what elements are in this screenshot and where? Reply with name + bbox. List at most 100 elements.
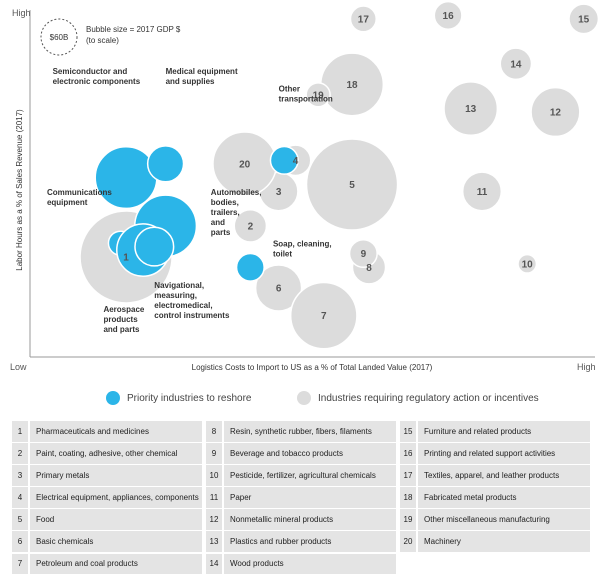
industry-name: Paint, coating, adhesive, other chemical <box>30 443 202 464</box>
industry-row: 2 Paint, coating, adhesive, other chemica… <box>12 443 590 464</box>
industry-number: 15 <box>400 421 418 442</box>
bubble-label-7: 7 <box>321 311 327 322</box>
industry-name: Other miscellaneous manufacturing <box>418 509 590 530</box>
annotation-navigational: Navigational, measuring, electromedical, co… <box>154 281 230 320</box>
industry-row: 7 Petroleum and coal products 14 Wood produ… <box>12 553 590 575</box>
bubble-label-12: 12 <box>550 108 562 119</box>
bubble-label-19: 19 <box>313 90 325 101</box>
industry-name: Petroleum and coal products <box>30 553 202 575</box>
bubble-14 <box>499 47 533 81</box>
bubble-label-4: 4 <box>293 156 299 167</box>
bubble-label-5: 5 <box>349 180 355 191</box>
industry-row: 4 Electrical equipment, appliances, compo… <box>12 487 590 508</box>
bubble-11 <box>461 171 503 212</box>
industry-item-6: 6 Basic chemicals <box>12 531 202 552</box>
industry-number: 8 <box>206 421 224 442</box>
industry-item-14: 14 Wood products <box>206 553 396 575</box>
bubble-label-6: 6 <box>276 284 282 295</box>
size-legend-text-1: Bubble size = 2017 GDP $ <box>86 25 181 34</box>
industry-item-13: 13 Plastics and rubber products <box>206 531 396 552</box>
bubble-5 <box>305 138 399 231</box>
bubble-label-15: 15 <box>578 14 590 25</box>
industry-item-10: 10 Pesticide, fertilizer, agricultural ch… <box>206 465 396 486</box>
bubble-chart: High Low High Logistics Costs to Import … <box>10 0 600 372</box>
x-axis-title: Logistics Costs to Import to US as a % o… <box>192 363 433 372</box>
bubble-9 <box>348 238 378 269</box>
industry-name: Electrical equipment, appliances, compon… <box>30 487 202 508</box>
annotation-other_transport: Other transportation <box>279 84 333 103</box>
industry-number: 12 <box>206 509 224 530</box>
bubble-19 <box>305 82 331 108</box>
industry-number: 20 <box>400 531 418 552</box>
annotation-communications: Communications equipment <box>47 188 112 207</box>
industry-number: 19 <box>400 509 418 530</box>
bubble-label-2: 2 <box>248 221 254 232</box>
bubble-10 <box>517 253 538 274</box>
bubble-label-16: 16 <box>443 11 455 22</box>
industry-name: Resin, synthetic rubber, fibers, filamen… <box>224 421 396 442</box>
industry-item-2: 2 Paint, coating, adhesive, other chemica… <box>12 443 202 464</box>
industry-name: Basic chemicals <box>30 531 202 552</box>
bubble-other_transport <box>269 145 299 175</box>
bubble-6 <box>254 264 303 312</box>
industry-number: 2 <box>12 443 30 464</box>
bubble-label-11: 11 <box>477 187 488 198</box>
annotation-soap: Soap, cleaning, toilet <box>273 240 332 259</box>
industry-number: 7 <box>12 553 30 575</box>
industry-number: 17 <box>400 465 418 486</box>
bubble-semiconductor <box>94 146 158 210</box>
industry-item-7: 7 Petroleum and coal products <box>12 553 202 575</box>
industry-item-19: 19 Other miscellaneous manufacturing <box>400 509 590 530</box>
bubble-16 <box>433 0 463 30</box>
y-axis-title: Labor Hours as a % of Sales Revenue (201… <box>15 109 24 271</box>
bubble-label-14: 14 <box>510 59 522 70</box>
industry-name: Fabricated metal products <box>418 487 590 508</box>
industry-item-11: 11 Paper <box>206 487 396 508</box>
industry-item-15: 15 Furniture and related products <box>400 421 590 442</box>
bubble-label-1: 1 <box>123 252 129 263</box>
annotation-aerospace: Aerospace products and parts <box>103 305 144 334</box>
y-axis-high-label: High <box>12 8 31 18</box>
bubble-label-20: 20 <box>239 159 251 170</box>
industry-item-8: 8 Resin, synthetic rubber, fibers, filame… <box>206 421 396 442</box>
bubble-12 <box>530 86 581 138</box>
x-axis-low-label: Low <box>10 362 27 372</box>
industry-row: 5 Food 12 Nonmetallic mineral products 19 Oth… <box>12 509 590 530</box>
industry-name: Plastics and rubber products <box>224 531 396 552</box>
industry-name: Printing and related support activities <box>418 443 590 464</box>
bubble-15 <box>568 3 600 35</box>
bubble-medical <box>146 145 185 183</box>
bubble-label-13: 13 <box>465 104 477 115</box>
industry-item-16: 16 Printing and related support activitie… <box>400 443 590 464</box>
annotations-layer: Semiconductor and electronic components Me… <box>47 67 333 334</box>
industry-number: 14 <box>206 553 224 575</box>
industry-row: 3 Primary metals 10 Pesticide, fertilizer, … <box>12 465 590 486</box>
industry-item-5: 5 Food <box>12 509 202 530</box>
bubble-navigational <box>134 226 175 267</box>
industry-key-table: 1 Pharmaceuticals and medicines 8 Resin, sy… <box>12 421 590 576</box>
x-axis-high-label: High <box>577 362 596 372</box>
industry-name: Textiles, apparel, and leather products <box>418 465 590 486</box>
industry-item-17: 17 Textiles, apparel, and leather product… <box>400 465 590 486</box>
bubble-13 <box>443 81 499 137</box>
legend-swatch-other <box>297 391 311 405</box>
annotation-medical: Medical equipment and supplies <box>166 67 238 86</box>
industry-number: 9 <box>206 443 224 464</box>
bubble-2 <box>233 209 268 243</box>
industry-item-4: 4 Electrical equipment, appliances, compo… <box>12 487 202 508</box>
industry-number: 18 <box>400 487 418 508</box>
industry-item-12: 12 Nonmetallic mineral products <box>206 509 396 530</box>
industry-name: Pharmaceuticals and medicines <box>30 421 202 442</box>
industry-name: Paper <box>224 487 396 508</box>
industry-name: Furniture and related products <box>418 421 590 442</box>
bubble-soap <box>235 252 265 282</box>
size-legend-bubble <box>40 18 78 56</box>
bubble-label-17: 17 <box>358 14 370 25</box>
bubble-label-9: 9 <box>361 249 367 260</box>
industry-number: 3 <box>12 465 30 486</box>
legend-label-other: Industries requiring regulatory action o… <box>318 392 539 404</box>
size-legend-bubble-label: $60B <box>50 33 69 42</box>
industry-number: 5 <box>12 509 30 530</box>
industry-row: 6 Basic chemicals 13 Plastics and rubber pr… <box>12 531 590 552</box>
legend-item-other: Industries requiring regulatory action o… <box>297 391 539 405</box>
